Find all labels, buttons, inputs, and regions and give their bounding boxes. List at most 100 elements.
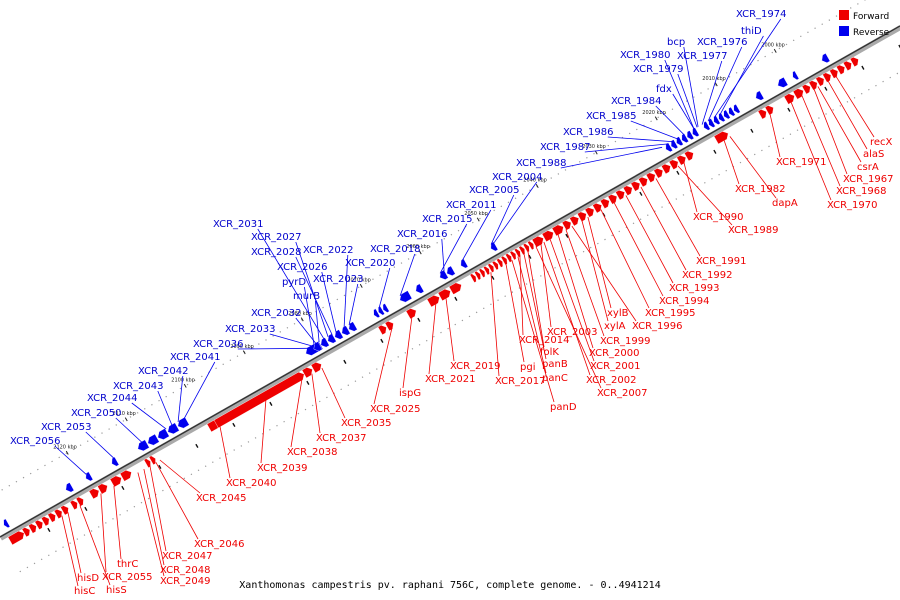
forward-gene-63 — [783, 93, 795, 105]
forward-gene-31 — [491, 260, 499, 271]
gene-label-xcr-2037: XCR_2037 — [316, 433, 367, 444]
minor-tick — [47, 527, 51, 533]
leader-line-hiss — [79, 505, 111, 586]
leader-line-xcr-2050 — [115, 417, 143, 443]
leader-line-xcr-1977 — [701, 60, 723, 125]
gene-label-dapa: dapA — [772, 198, 798, 209]
gene-label-xcr-2035: XCR_2035 — [341, 418, 392, 429]
gene-labels: 2000 kbp 2010 kbp 2020 kbp 2030 kbp 2040 kbp… — [10, 9, 894, 597]
leader-line-xcr-2014 — [519, 255, 524, 336]
leader-line-recx — [835, 75, 875, 138]
minor-tick — [528, 254, 532, 259]
reverse-gene-109 — [728, 106, 736, 117]
gene-label-murb: murB — [293, 291, 320, 302]
reverse-gene-77 — [137, 439, 150, 452]
forward-gene-24 — [437, 288, 451, 302]
forward-gene-65 — [801, 84, 811, 95]
gene-label-xcr-1985: XCR_1985 — [586, 111, 637, 122]
reverse-gene-112 — [777, 76, 789, 88]
gene-label-xcr-1982: XCR_1982 — [735, 184, 786, 195]
gene-label-xcr-1993: XCR_1993 — [669, 283, 720, 294]
forward-gene-15 — [148, 455, 156, 466]
minor-tick — [713, 149, 717, 154]
gene-label-xcr-2025: XCR_2025 — [370, 404, 421, 415]
kbp-tick-2090-kbp: 2090 kbp — [230, 344, 254, 350]
reverse-gene-75 — [85, 471, 94, 482]
forward-gene-36 — [514, 248, 521, 258]
reverse-gene-84 — [320, 337, 330, 348]
gene-label-csra: csrA — [857, 162, 879, 173]
gene-label-recx: recX — [870, 137, 893, 148]
kbp-tick-2010-kbp: 2010 kbp — [702, 76, 726, 82]
kbp-tick-mark — [65, 450, 69, 455]
forward-gene-56 — [661, 163, 671, 175]
gene-label-fdx: fdx — [656, 84, 672, 95]
forward-gene-55 — [653, 168, 664, 179]
forward-gene-20 — [377, 324, 387, 336]
scale-rail-upper — [0, 0, 866, 492]
reverse-gene-98 — [665, 142, 673, 153]
leader-line-xcr-2035 — [321, 367, 346, 419]
reverse-gene-110 — [733, 103, 741, 114]
gene-label-xcr-1999: XCR_1999 — [600, 336, 651, 347]
gene-label-xcr-1989: XCR_1989 — [728, 225, 779, 236]
leader-line-xcr-2041 — [183, 361, 216, 419]
forward-gene-72 — [849, 56, 859, 68]
legend-forward-swatch — [839, 10, 849, 20]
forward-gene-33 — [500, 255, 508, 266]
gene-label-xcr-2015: XCR_2015 — [422, 214, 473, 225]
gene-label-xcr-2007: XCR_2007 — [597, 388, 648, 399]
kbp-tick-mark — [535, 183, 539, 188]
gene-label-xcr-2044: XCR_2044 — [87, 393, 138, 404]
gene-label-xcr-1977: XCR_1977 — [677, 51, 728, 62]
leader-line-xcr-2046 — [155, 462, 199, 540]
reverse-gene-108 — [723, 109, 731, 120]
minor-tick — [676, 170, 680, 175]
gene-label-xcr-2020: XCR_2020 — [345, 258, 396, 269]
leader-line-xcr-2055 — [100, 493, 107, 573]
gene-label-xcr-2055: XCR_2055 — [102, 572, 153, 583]
forward-gene-30 — [487, 263, 495, 273]
leader-line-xcr-2005 — [490, 194, 515, 245]
forward-gene-11 — [97, 483, 108, 495]
minor-tick — [84, 506, 88, 512]
leader-line-xyla — [581, 220, 609, 322]
reverse-gene-78 — [147, 433, 160, 446]
reverse-gene-88 — [348, 321, 358, 332]
gene-label-xcr-1979: XCR_1979 — [633, 64, 684, 75]
gene-label-xcr-2046: XCR_2046 — [194, 539, 245, 550]
reverse-gene-93 — [415, 283, 425, 294]
gene-label-xcr-2021: XCR_2021 — [425, 374, 476, 385]
forward-gene-5 — [47, 512, 56, 523]
leader-line-xcr-1999 — [565, 229, 605, 337]
leader-line-xcr-1993 — [625, 195, 674, 284]
reverse-gene-114 — [821, 53, 831, 64]
gene-label-hisc: hisC — [74, 586, 95, 597]
legend-forward-label: Forward — [853, 12, 889, 22]
forward-gene-4 — [41, 516, 50, 527]
gene-label-xcr-2041: XCR_2041 — [170, 352, 221, 363]
gene-label-xcr-1988: XCR_1988 — [516, 158, 567, 169]
leader-line-xcr-2032 — [295, 317, 317, 344]
leader-line-xcr-2045 — [159, 459, 201, 494]
leader-line-thid — [719, 35, 764, 115]
forward-gene-3 — [34, 519, 44, 530]
gene-label-xcr-2011: XCR_2011 — [446, 200, 497, 211]
leader-line-xcr-1991 — [655, 178, 701, 257]
leader-line-panc — [517, 256, 547, 374]
gene-label-xcr-2031: XCR_2031 — [213, 219, 264, 230]
leader-line-xcr-1986 — [607, 136, 673, 142]
forward-gene-37 — [518, 245, 526, 256]
minor-tick — [787, 107, 791, 112]
axis-shadow — [0, 25, 900, 541]
gene-label-ispg: ispG — [399, 388, 421, 399]
gene-label-pyrd: pyrD — [282, 277, 306, 288]
forward-gene-2 — [28, 523, 37, 534]
forward-gene-14 — [143, 458, 151, 468]
leader-line-xcr-1985 — [630, 120, 678, 140]
gene-label-xcr-1996: XCR_1996 — [632, 321, 683, 332]
gene-features — [3, 53, 859, 546]
leader-line-xcr-2023 — [348, 283, 359, 326]
leader-line-xcr-1971 — [769, 113, 781, 158]
forward-gene-45 — [577, 211, 587, 222]
